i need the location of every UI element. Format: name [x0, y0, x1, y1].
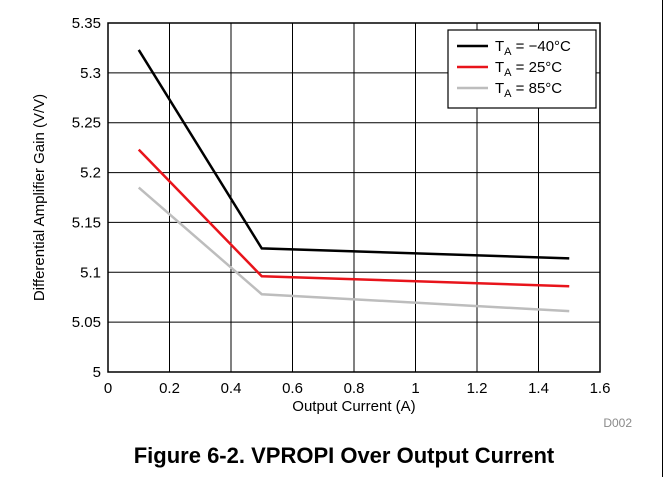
series-line-2 — [137, 186, 570, 313]
x-tick-label: 1 — [411, 380, 419, 397]
legend-label-1: TA = 25°C — [495, 59, 562, 79]
figure-code: D002 — [603, 416, 632, 430]
legend-label-2: TA = 85°C — [495, 80, 562, 100]
right-border — [662, 0, 663, 477]
series-layer — [137, 49, 570, 313]
x-tick-label: 1.6 — [590, 380, 611, 397]
y-tick-label: 5.2 — [80, 165, 101, 182]
y-tick-label: 5.25 — [72, 115, 101, 132]
x-tick-label: 1.4 — [528, 380, 549, 397]
x-tick-label: 0 — [104, 380, 112, 397]
tick-labels: 0 0.2 0.4 0.6 0.8 1 1.2 1.4 1.6 5 5.05 5.1 5.15 5.2 5.… — [72, 15, 611, 397]
series-line-1 — [137, 148, 570, 288]
legend-label-0: TA = −40°C — [495, 38, 571, 58]
y-tick-label: 5 — [93, 364, 101, 381]
x-tick-label: 1.2 — [467, 380, 488, 397]
series-line-0 — [137, 49, 570, 260]
y-tick-label: 5.35 — [72, 15, 101, 32]
x-axis-label: Output Current (A) — [292, 398, 415, 415]
x-tick-label: 0.2 — [159, 380, 180, 397]
y-axis-label: Differential Amplifier Gain (V/V) — [31, 94, 48, 301]
y-tick-label: 5.3 — [80, 65, 101, 82]
x-tick-label: 0.6 — [282, 380, 303, 397]
legend: TA = −40°CTA = 25°CTA = 85°C — [447, 29, 597, 109]
y-tick-label: 5.05 — [72, 314, 101, 331]
x-tick-label: 0.4 — [221, 380, 242, 397]
plot-border — [107, 22, 601, 373]
x-tick-label: 0.8 — [344, 380, 365, 397]
y-tick-label: 5.1 — [80, 264, 101, 281]
y-tick-label: 5.15 — [72, 214, 101, 231]
figure-caption: Figure 6-2. VPROPI Over Output Current — [134, 443, 555, 468]
legend-box — [447, 29, 597, 109]
